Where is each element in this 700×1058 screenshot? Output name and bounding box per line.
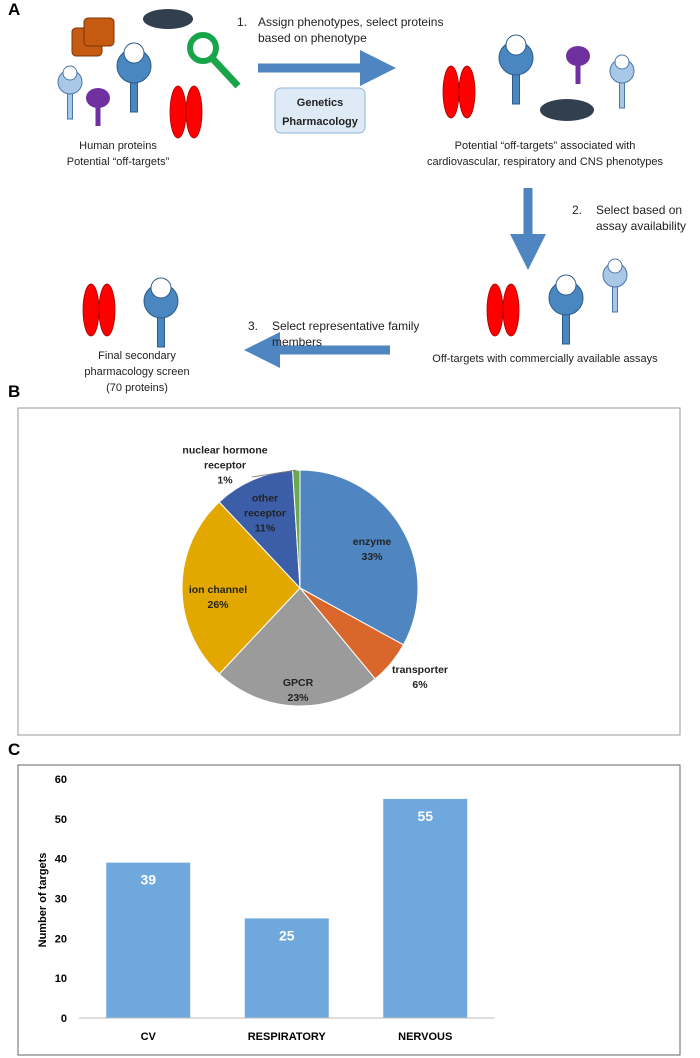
panel-label: B <box>8 382 21 401</box>
y-axis-label: Number of targets <box>37 853 49 948</box>
caption: Human proteins <box>79 140 157 152</box>
x-tick-label: RESPIRATORY <box>248 1031 327 1043</box>
x-tick-label: NERVOUS <box>398 1031 452 1043</box>
slice-name: enzyme <box>352 536 392 548</box>
y-tick-label: 60 <box>55 774 67 786</box>
bar <box>383 798 468 1018</box>
slice-label: GPCR 23% <box>263 676 333 706</box>
pie-slice <box>218 469 301 590</box>
slice-value: 6% <box>412 679 428 691</box>
x-tick-label: CV <box>141 1031 157 1043</box>
slice-value: 26% <box>207 599 229 611</box>
leader-line <box>251 469 297 478</box>
step-number: 3. <box>248 319 259 333</box>
y-tick-label: 20 <box>55 933 67 945</box>
panel-a-graphics <box>57 9 635 368</box>
y-tick-label: 40 <box>55 854 67 866</box>
step-number: 2. <box>572 203 583 217</box>
step-text: Select based on assay availability <box>596 203 687 233</box>
slice-name: nuclear hormone receptor <box>182 444 268 472</box>
slice-name: GPCR <box>282 677 314 689</box>
pie-slice <box>292 469 301 589</box>
step-number: 1. <box>237 15 248 29</box>
slice-label: nuclear hormone receptor 1% <box>170 444 280 489</box>
slice-name: transporter <box>391 664 448 676</box>
bar-chart: Number of targets 0 10 20 30 40 50 60 39 CV 25 RES… <box>37 774 495 1043</box>
bar <box>106 862 191 1018</box>
panel-label: A <box>8 0 21 19</box>
box-text: Pharmacology <box>282 116 358 128</box>
step-text: Select representative family members <box>272 319 420 349</box>
y-tick-label: 10 <box>55 973 67 985</box>
box-text: Genetics <box>296 97 344 109</box>
pie-slice <box>299 469 419 646</box>
slice-label: other receptor 11% <box>240 492 290 537</box>
slice-label: enzyme 33% <box>332 535 412 565</box>
pie-slice <box>181 501 301 675</box>
pie <box>181 469 419 707</box>
y-tick-label: 30 <box>55 894 67 906</box>
panel-label: C <box>8 740 21 759</box>
caption: Potential “off-targets” <box>66 156 170 168</box>
bar-frame <box>17 764 681 1056</box>
bar-value-label: 25 <box>279 927 295 943</box>
slice-value: 1% <box>217 474 233 487</box>
slice-label: transporter 6% <box>380 663 460 693</box>
slice-name: ion channel <box>188 584 248 596</box>
bar <box>244 918 329 1018</box>
slice-value: 23% <box>287 692 309 704</box>
bar-value-label: 55 <box>417 808 433 824</box>
pie-frame <box>17 407 681 736</box>
slice-name: other receptor <box>243 492 286 520</box>
pie-slice <box>218 587 376 707</box>
y-tick-label: 0 <box>61 1013 67 1025</box>
y-tick-label: 50 <box>55 814 67 826</box>
caption: Final secondary pharmacology screen (70 … <box>84 350 190 394</box>
step-text: Assign phenotypes, select proteins based… <box>258 15 444 45</box>
slice-value: 11% <box>254 522 276 535</box>
slice-value: 33% <box>361 551 383 563</box>
caption: Potential “off-targets” associated with … <box>426 140 663 168</box>
slice-label: ion channel 26% <box>173 583 263 613</box>
caption: Off-targets with commercially available … <box>432 353 658 365</box>
bar-value-label: 39 <box>140 872 156 888</box>
